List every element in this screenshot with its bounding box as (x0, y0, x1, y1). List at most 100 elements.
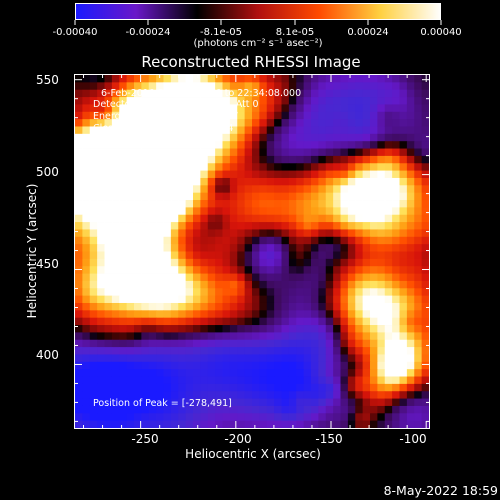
heatmap-cell (355, 236, 364, 245)
heatmap-cell (355, 413, 364, 422)
heatmap-cell (392, 141, 400, 149)
heatmap-cell (244, 317, 253, 326)
heatmap-cell (303, 420, 312, 428)
heatmap-cell (311, 229, 319, 238)
heatmap-cell (333, 347, 341, 355)
heatmap-cell (259, 369, 268, 377)
heatmap-cell (126, 361, 135, 370)
heatmap-cell (259, 222, 268, 230)
heatmap-cell (229, 104, 238, 113)
heatmap-cell (296, 126, 305, 135)
heatmap-cell (406, 280, 415, 289)
heatmap-cell (134, 89, 142, 98)
heatmap-cell (399, 302, 408, 311)
heatmap-cell (104, 398, 113, 407)
heatmap-cell (340, 347, 349, 355)
heatmap-cell (266, 192, 275, 201)
heatmap-cell (207, 207, 216, 216)
heatmap-cell (252, 148, 260, 157)
heatmap-cell (406, 89, 415, 98)
heatmap-cell (163, 347, 172, 355)
heatmap-cell (207, 75, 216, 83)
heatmap-cell (362, 104, 371, 113)
heatmap-cell (340, 185, 349, 194)
heatmap-cell (296, 413, 305, 422)
heatmap-cell (347, 97, 356, 105)
heatmap-cell (362, 170, 371, 179)
x-axis-label: Heliocentric X (arcsec) (185, 447, 321, 461)
heatmap-cell (406, 383, 415, 392)
heatmap-cell (200, 413, 209, 422)
heatmap-cell (163, 229, 172, 238)
heatmap-cell (384, 258, 393, 267)
heatmap-cell (82, 170, 91, 179)
heatmap-cell (178, 163, 187, 171)
heatmap-cell (207, 155, 216, 164)
heatmap-cell (384, 302, 393, 311)
heatmap-cell (370, 148, 378, 157)
heatmap-cell (148, 420, 157, 428)
heatmap-cell (89, 361, 98, 370)
heatmap-cell (347, 251, 356, 260)
heatmap-cell (392, 89, 400, 98)
heatmap-cell (156, 244, 164, 252)
heatmap-cell (148, 244, 157, 252)
heatmap-cell (141, 170, 150, 179)
heatmap-cell (325, 75, 334, 83)
heatmap-cell (163, 310, 172, 319)
heatmap-cell (384, 391, 393, 399)
heatmap-cell (370, 332, 378, 341)
heatmap-cell (97, 339, 105, 348)
heatmap-cell (325, 236, 334, 245)
heatmap-cell (355, 332, 364, 341)
heatmap-cell (200, 398, 209, 407)
heatmap-cell (421, 163, 429, 171)
heatmap-cell (303, 273, 312, 282)
heatmap-cell (185, 273, 194, 282)
heatmap-cell (126, 376, 135, 385)
heatmap-cell (303, 141, 312, 149)
heatmap-cell (215, 200, 223, 208)
heatmap-cell (229, 155, 238, 164)
heatmap-cell (193, 200, 201, 208)
heatmap-cell (370, 229, 378, 238)
heatmap-cell (347, 229, 356, 238)
heatmap-cell (97, 354, 105, 363)
heatmap-cell (392, 391, 400, 399)
heatmap-cell (347, 207, 356, 216)
heatmap-cell (244, 325, 253, 333)
heatmap-cell (222, 163, 231, 171)
heatmap-cell (274, 82, 282, 91)
heatmap-cell (89, 302, 98, 311)
heatmap-cell (104, 391, 113, 399)
heatmap-cell (134, 332, 142, 341)
heatmap-cell (370, 214, 378, 223)
heatmap-cell (75, 104, 83, 113)
heatmap-cell (104, 383, 113, 392)
heatmap-cell (392, 104, 400, 113)
heatmap-cell (414, 288, 423, 297)
heatmap-cell (119, 420, 128, 428)
heatmap-cell (296, 383, 305, 392)
heatmap-cell (134, 236, 142, 245)
heatmap-cell (392, 185, 400, 194)
heatmap-cell (148, 273, 157, 282)
heatmap-cell (104, 317, 113, 326)
heatmap-cell (222, 236, 231, 245)
heatmap-cell (126, 244, 135, 252)
annotation-detectors: Detectors: 3F 4F 5F 6F 7F 8F, Att 0 (93, 99, 259, 110)
heatmap-cell (141, 119, 150, 127)
heatmap-cell (200, 192, 209, 201)
heatmap-cell (303, 126, 312, 135)
heatmap-cell (362, 376, 371, 385)
heatmap-cell (104, 148, 113, 157)
heatmap-cell (377, 280, 386, 289)
heatmap-cell (325, 141, 334, 149)
heatmap-cell (193, 310, 201, 319)
heatmap-cell (148, 192, 157, 201)
heatmap-cell (421, 251, 429, 260)
heatmap-cell (215, 119, 223, 127)
heatmap-cell (104, 405, 113, 414)
heatmap-cell (384, 251, 393, 260)
heatmap-cell (340, 310, 349, 319)
